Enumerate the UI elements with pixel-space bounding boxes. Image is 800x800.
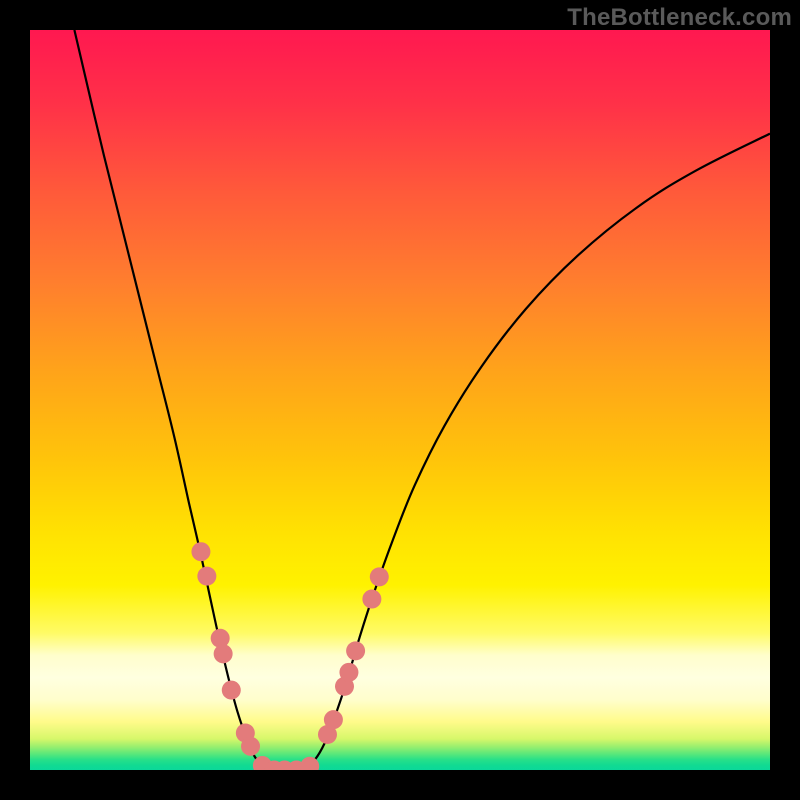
curve-marker <box>214 644 233 663</box>
curve-marker <box>191 542 210 561</box>
curve-marker <box>197 567 216 586</box>
curve-marker <box>370 567 389 586</box>
bottleneck-chart <box>0 0 800 800</box>
curve-marker <box>339 663 358 682</box>
curve-marker <box>324 710 343 729</box>
curve-marker <box>346 641 365 660</box>
watermark-text: TheBottleneck.com <box>567 4 792 32</box>
curve-marker <box>222 681 241 700</box>
curve-marker <box>241 737 260 756</box>
curve-marker <box>362 590 381 609</box>
chart-background-gradient <box>30 30 770 770</box>
chart-frame: TheBottleneck.com <box>0 0 800 800</box>
